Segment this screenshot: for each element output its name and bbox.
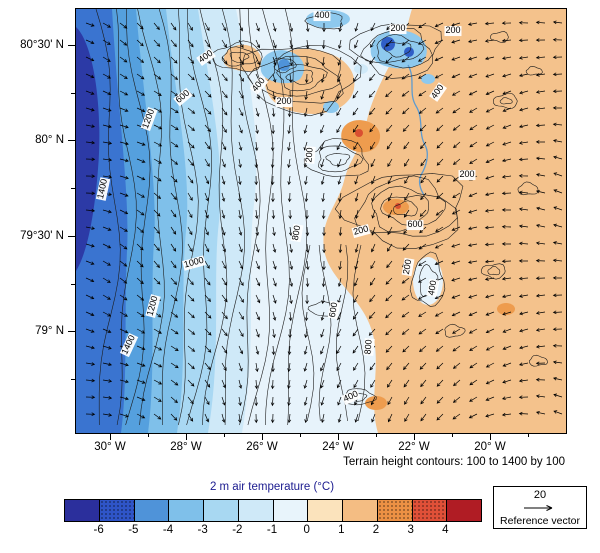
colorbar-tick-label: -3	[197, 524, 208, 536]
x-axis-tick-label: 24° W	[322, 441, 354, 453]
x-axis-tick-mark	[414, 433, 415, 440]
colorbar-segment	[447, 500, 481, 521]
temperature-shading	[76, 9, 566, 433]
colorbar-tick-label: 4	[442, 524, 449, 536]
x-axis-tick-mark	[110, 433, 111, 440]
y-axis-tick-label: 79°30' N	[20, 230, 64, 242]
wind-vector-arrows	[85, 20, 563, 424]
colorbar-segment	[308, 500, 343, 521]
contour-label: 600	[406, 219, 424, 230]
x-axis-minor-tick	[528, 433, 529, 437]
y-axis-minor-tick	[71, 188, 75, 189]
x-axis-tick-label: 22° W	[398, 441, 430, 453]
y-axis-tick-label: 80° N	[35, 134, 64, 146]
temperature-map	[76, 9, 566, 433]
colorbar-segment	[134, 500, 170, 521]
contour-label: 200	[303, 146, 316, 164]
y-axis-tick-mark	[68, 45, 75, 46]
y-axis-tick-mark	[68, 331, 75, 332]
x-axis-minor-tick	[224, 433, 225, 437]
colorbar-segment	[204, 500, 239, 521]
x-axis-tick-label: 30° W	[94, 441, 126, 453]
colorbar-tick-label: -6	[93, 524, 104, 536]
x-axis-tick-label: 28° W	[170, 441, 202, 453]
terrain-contours-note: Terrain height contours: 100 to 1400 by …	[343, 456, 565, 468]
contour-label: 800	[362, 338, 375, 356]
colorbar-segment	[65, 500, 100, 521]
map-plot-area: 600 400 400 200 200 400 200 200 400 1200 1400 1000 8…	[75, 8, 567, 434]
x-axis-minor-tick	[300, 433, 301, 437]
y-axis-minor-tick	[71, 284, 75, 285]
temperature-colorbar	[64, 499, 482, 522]
x-axis-minor-tick	[376, 433, 377, 437]
y-axis-minor-tick	[71, 93, 75, 94]
x-axis-minor-tick	[452, 433, 453, 437]
y-axis-tick-label: 80°30' N	[20, 39, 64, 51]
contour-label: 200	[444, 25, 462, 36]
y-axis-minor-tick	[71, 379, 75, 380]
colorbar-tick-label: -5	[128, 524, 139, 536]
x-axis-tick-label: 20° W	[474, 441, 506, 453]
colorbar-tick-label: -1	[266, 524, 278, 536]
x-axis-tick-mark	[262, 433, 263, 440]
contour-label: 200	[275, 96, 293, 107]
colorbar-tick-label: 1	[338, 524, 345, 536]
colorbar-tick-label: 3	[407, 524, 414, 536]
contour-label: 400	[313, 10, 331, 21]
y-axis-tick-mark	[68, 236, 75, 237]
contour-label: 200	[458, 169, 476, 180]
colorbar-segment	[169, 500, 204, 521]
x-axis-tick-mark	[338, 433, 339, 440]
colorbar-tick-label: -2	[232, 524, 243, 536]
y-axis-tick-label: 79° N	[35, 325, 64, 337]
colorbar-tick-label: -4	[162, 524, 174, 536]
reference-vector-box: 20 Reference vector	[493, 486, 587, 529]
colorbar-tick-label: 0	[303, 524, 310, 536]
colorbar-segment	[377, 500, 413, 521]
x-axis-minor-tick	[148, 433, 149, 437]
y-axis-tick-mark	[68, 140, 75, 141]
colorbar-segment	[273, 500, 309, 521]
x-axis-tick-label: 26° W	[246, 441, 278, 453]
colorbar-segment	[412, 500, 448, 521]
x-axis-tick-mark	[186, 433, 187, 440]
reference-vector-arrow-icon	[524, 505, 553, 512]
reference-vector-value: 20	[533, 489, 547, 501]
colorbar-segment	[238, 500, 274, 521]
colorbar-tick-label: 2	[372, 524, 380, 536]
reference-vector-label: Reference vector	[500, 514, 580, 527]
colorbar-title: 2 m air temperature (°C)	[209, 481, 335, 493]
contour-label: 200	[389, 23, 407, 34]
colorbar-segment	[99, 500, 135, 521]
colorbar-segment	[343, 500, 378, 521]
x-axis-tick-mark	[490, 433, 491, 440]
river-line	[407, 64, 428, 196]
